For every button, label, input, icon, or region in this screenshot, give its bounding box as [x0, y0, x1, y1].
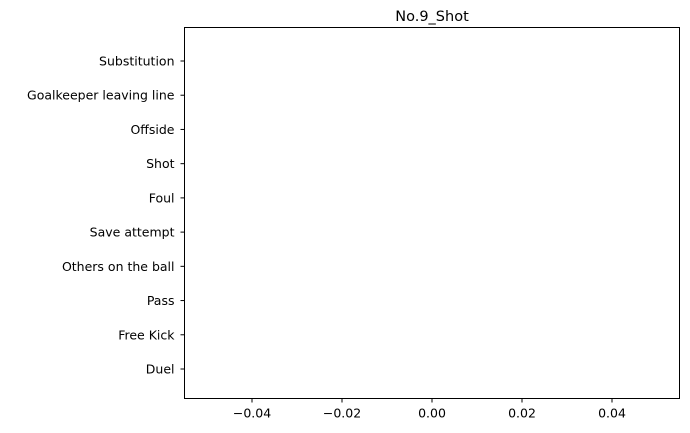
plot-area-frame — [184, 27, 680, 399]
y-tick-label: Pass — [147, 293, 175, 308]
y-tick-label: Foul — [149, 190, 175, 205]
y-tick-label: Shot — [146, 156, 175, 171]
y-tick-label: Duel — [146, 362, 175, 377]
x-tick-label: 0.00 — [418, 406, 446, 421]
y-tick-label: Substitution — [99, 54, 174, 69]
x-axis: −0.04 −0.02 0.00 0.02 0.04 — [233, 398, 626, 421]
y-tick-label: Others on the ball — [62, 259, 175, 274]
x-tick-label: −0.04 — [233, 406, 271, 421]
x-tick-label: 0.04 — [598, 406, 626, 421]
x-tick-label: −0.02 — [323, 406, 361, 421]
x-tick-label: 0.02 — [508, 406, 536, 421]
y-tick-label: Save attempt — [90, 225, 175, 240]
chart-title: No.9_Shot — [395, 9, 469, 25]
y-tick-label: Goalkeeper leaving line — [27, 88, 175, 103]
y-axis: Substitution Goalkeeper leaving line Offsi… — [27, 54, 185, 377]
y-tick-label: Free Kick — [118, 327, 175, 342]
y-tick-label: Offside — [130, 122, 174, 137]
